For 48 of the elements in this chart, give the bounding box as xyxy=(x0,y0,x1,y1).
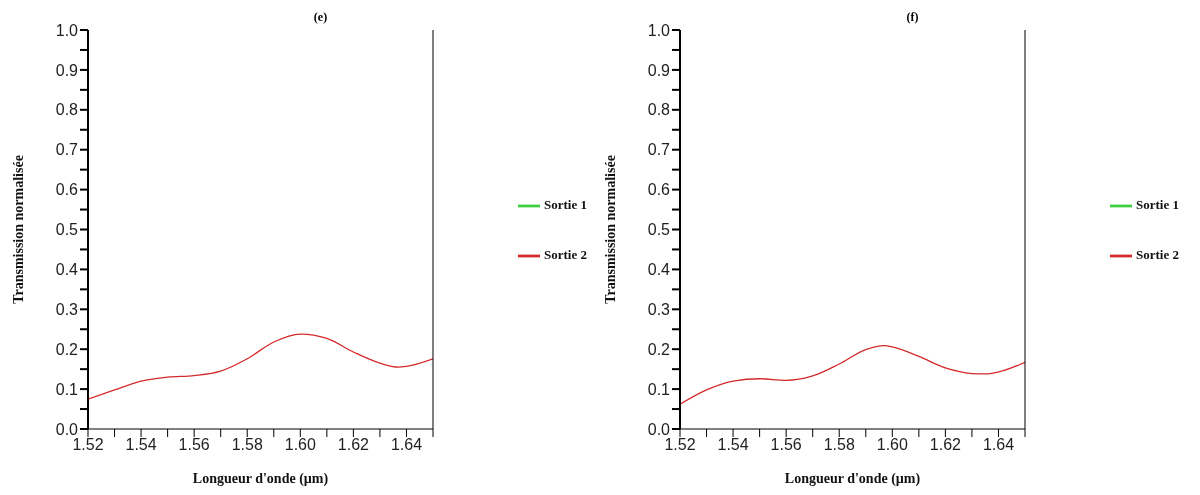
y-tick-label: 0.7 xyxy=(55,141,79,159)
line-series xyxy=(680,344,1025,405)
line-series xyxy=(88,333,433,400)
legend-label: Sortie 1 xyxy=(544,197,587,212)
x-axis-title: Longueur d'onde (µm) xyxy=(192,471,329,487)
legend-label: Sortie 2 xyxy=(1136,247,1179,262)
y-tick-label: 0.9 xyxy=(55,61,79,79)
y-axis-title: Transmission normalisée xyxy=(602,155,618,304)
y-tick-label: 0.2 xyxy=(647,340,671,358)
y-tick-label: 0.5 xyxy=(55,221,79,239)
x-tick-label: 1.58 xyxy=(231,436,263,454)
y-tick-label: 0.0 xyxy=(647,420,671,438)
y-tick-label: 0.4 xyxy=(647,261,671,279)
chart-title: (e) xyxy=(312,10,329,25)
x-tick-label: 1.58 xyxy=(823,436,855,454)
y-tick-label: 0.7 xyxy=(647,141,671,159)
y-tick-label: 0.0 xyxy=(55,420,79,438)
legend-label: Sortie 2 xyxy=(544,247,587,262)
x-tick-label: 1.62 xyxy=(929,436,962,454)
y-tick-label: 0.1 xyxy=(647,380,671,398)
y-tick-label: 0.5 xyxy=(647,221,671,239)
x-tick-label: 1.52 xyxy=(664,436,696,454)
y-tick-label: 0.9 xyxy=(647,61,671,79)
y-tick-label: 0.2 xyxy=(55,340,79,358)
x-tick-label: 1.64 xyxy=(390,436,423,454)
y-tick-label: 0.6 xyxy=(647,181,671,199)
x-tick-label: 1.60 xyxy=(284,436,316,454)
y-tick-label: 1.0 xyxy=(55,21,79,39)
y-tick-label: 0.6 xyxy=(55,181,79,199)
x-tick-label: 1.56 xyxy=(770,436,802,454)
y-tick-label: 0.1 xyxy=(55,380,79,398)
x-tick-label: 1.56 xyxy=(178,436,210,454)
x-tick-label: 1.54 xyxy=(125,436,157,454)
x-tick-label: 1.54 xyxy=(717,436,749,454)
y-tick-label: 0.8 xyxy=(647,101,671,119)
y-tick-label: 0.3 xyxy=(55,300,79,318)
y-tick-label: 0.4 xyxy=(55,261,79,279)
y-axis-title: Transmission normalisée xyxy=(10,155,26,304)
y-tick-label: 0.8 xyxy=(55,101,79,119)
chart-title: (f) xyxy=(905,10,920,25)
y-tick-label: 1.0 xyxy=(647,21,671,39)
x-axis-title: Longueur d'onde (µm) xyxy=(784,471,921,487)
x-tick-label: 1.64 xyxy=(982,436,1015,454)
x-tick-label: 1.52 xyxy=(72,436,104,454)
x-tick-label: 1.60 xyxy=(876,436,908,454)
x-tick-label: 1.62 xyxy=(337,436,370,454)
y-tick-label: 0.3 xyxy=(647,300,671,318)
legend-label: Sortie 1 xyxy=(1136,197,1179,212)
